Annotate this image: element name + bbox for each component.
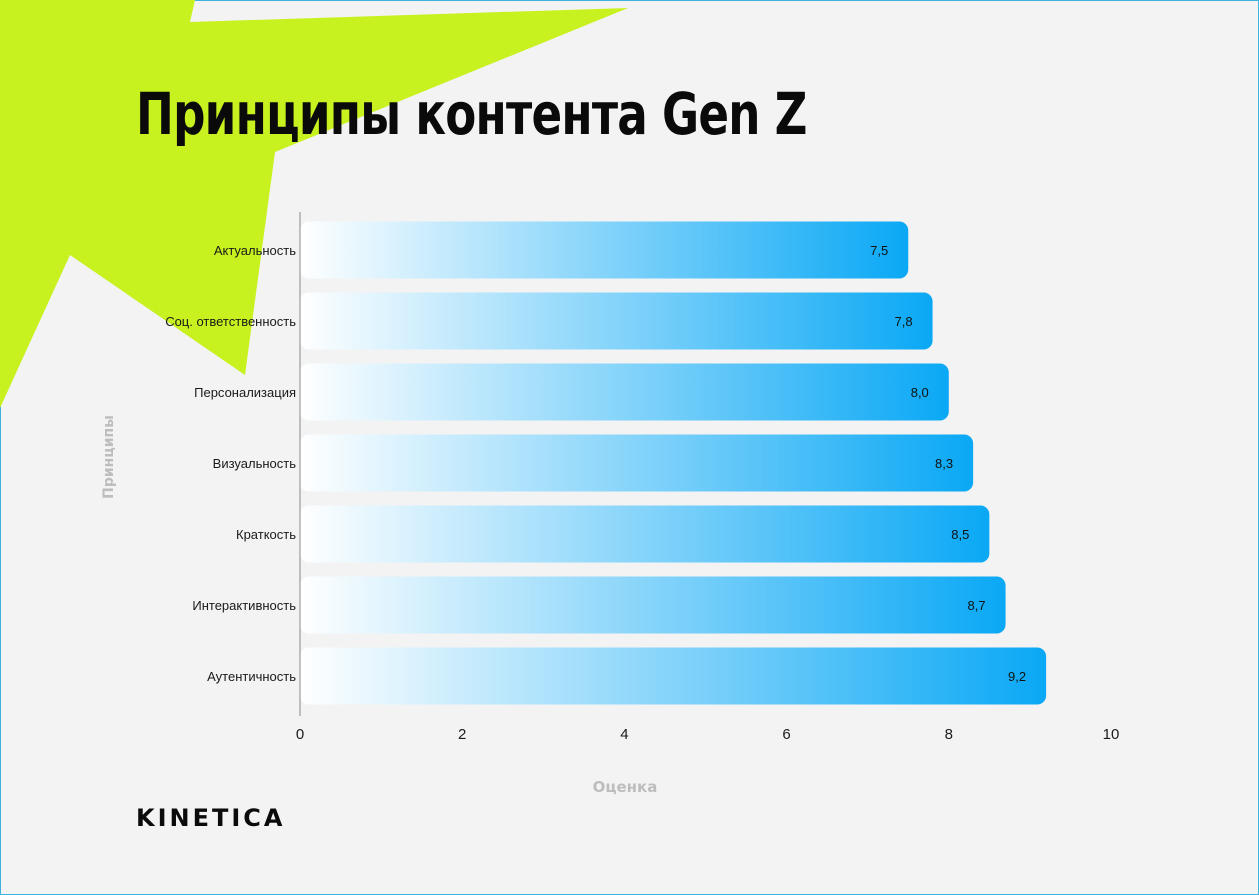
y-axis-title: Принципы [101, 415, 117, 499]
bar [300, 505, 990, 563]
star-shape [0, 0, 628, 408]
bar-value-label: 9,2 [1008, 669, 1026, 684]
x-tick-label: 0 [296, 726, 304, 743]
bar [300, 221, 909, 279]
category-label: Соц. ответственность [165, 314, 296, 329]
bar [300, 647, 1047, 705]
bar [300, 292, 933, 350]
x-tick-label: 4 [620, 726, 628, 743]
brand-logo: KINETICA [136, 804, 286, 832]
x-tick-label: 2 [458, 726, 466, 743]
page-title: Принципы контента Gen Z [136, 80, 807, 148]
x-axis-ticks: 0 2 4 6 8 10 [296, 726, 1120, 743]
bars-group: 7,5 7,8 8,0 8,3 8,5 8,7 9,2 [300, 221, 1047, 705]
x-axis-title: Оценка [593, 778, 658, 796]
category-labels: Актуальность Соц. ответственность Персонал… [165, 243, 296, 684]
bar [300, 363, 949, 421]
category-label: Актуальность [214, 243, 296, 258]
bar [300, 434, 974, 492]
bar-value-label: 8,7 [967, 598, 985, 613]
category-label: Визуальность [213, 456, 297, 471]
x-tick-label: 10 [1103, 726, 1120, 743]
bar-value-label: 7,5 [870, 243, 888, 258]
bar [300, 576, 1006, 634]
category-label: Краткость [236, 527, 296, 542]
bar-value-label: 8,3 [935, 456, 953, 471]
x-tick-label: 6 [782, 726, 790, 743]
bar-value-label: 7,8 [895, 314, 913, 329]
category-label: Персонализация [194, 385, 296, 400]
bar-value-label: 8,5 [951, 527, 969, 542]
x-tick-label: 8 [945, 726, 953, 743]
category-label: Интерактивность [192, 598, 296, 613]
bar-value-label: 8,0 [911, 385, 929, 400]
category-label: Аутентичность [207, 669, 296, 684]
